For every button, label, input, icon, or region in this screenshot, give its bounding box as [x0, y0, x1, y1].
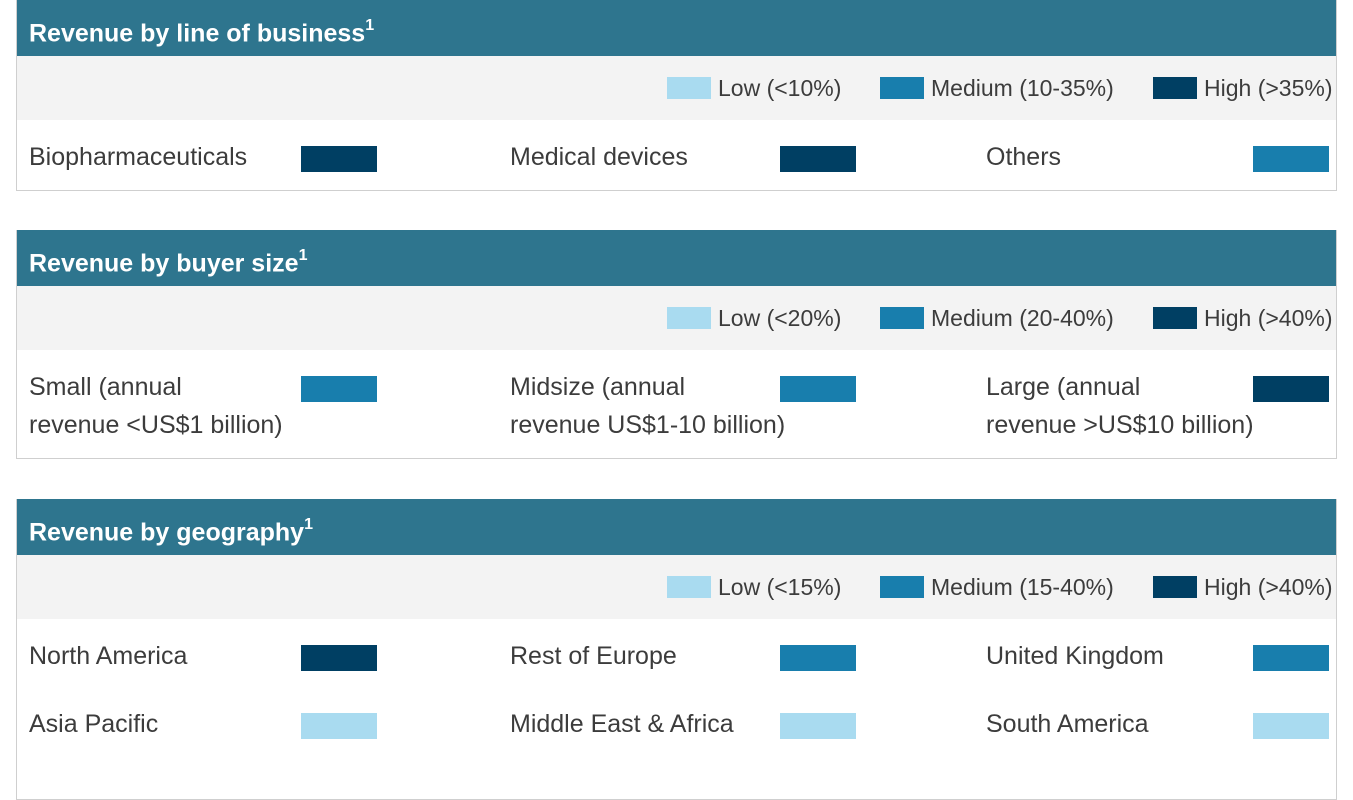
footnote-marker: 1	[304, 516, 313, 533]
level-indicator-high	[780, 146, 856, 172]
legend-item-medium: Medium (15-40%)	[880, 555, 1114, 619]
legend-item-low: Low (<15%)	[667, 555, 841, 619]
category-label: Middle East & Africa	[510, 710, 734, 738]
panel-title: Revenue by line of business1	[17, 0, 1336, 56]
panel-2: Revenue by geography1 Low (<15%) Medium (1…	[16, 499, 1337, 800]
legend-item-high: High (>40%)	[1153, 286, 1332, 350]
panel-content: Biopharmaceuticals Medical devices Others	[17, 120, 1336, 190]
category-label: revenue >US$10 billion)	[986, 411, 1254, 439]
category-label: revenue US$1-10 billion)	[510, 411, 786, 439]
panel-title: Revenue by geography1	[17, 499, 1336, 555]
panel-content: Small (annual revenue <US$1 billion) Midsi…	[17, 350, 1336, 458]
legend-swatch-low	[667, 576, 711, 598]
footnote-marker: 1	[298, 247, 308, 264]
panel-content: North America Rest of Europe United Kingdo…	[17, 619, 1336, 799]
legend-label-low: Low (<20%)	[718, 304, 842, 331]
legend-swatch-medium	[880, 77, 924, 99]
panel-title-text: Revenue by geography	[29, 518, 305, 547]
category-label: Large (annual	[986, 373, 1141, 401]
legend-label-low: Low (<10%)	[718, 74, 842, 101]
legend-label-high: High (>40%)	[1204, 573, 1333, 600]
category-label: Midsize (annual	[510, 373, 686, 401]
legend-swatch-high	[1153, 307, 1197, 329]
legend-item-low: Low (<10%)	[667, 56, 841, 120]
legend-label-medium: Medium (20-40%)	[931, 304, 1114, 331]
category-label: Others	[986, 143, 1062, 171]
legend-label-medium: Medium (10-35%)	[931, 74, 1114, 101]
legend-label-low: Low (<15%)	[718, 573, 842, 600]
legend-label-high: High (>40%)	[1204, 304, 1333, 331]
category-label: Rest of Europe	[510, 642, 677, 670]
legend-swatch-high	[1153, 77, 1197, 99]
category-label: Medical devices	[510, 143, 688, 171]
panel-1: Revenue by buyer size1 Low (<20%) Medium (…	[16, 230, 1337, 459]
legend-swatch-medium	[880, 307, 924, 329]
legend: Low (<10%) Medium (10-35%) High (>35%)	[17, 56, 1336, 120]
level-indicator-medium	[1253, 146, 1329, 172]
legend-item-medium: Medium (20-40%)	[880, 286, 1114, 350]
category-label: United Kingdom	[986, 642, 1164, 670]
legend-label-medium: Medium (15-40%)	[931, 573, 1114, 600]
category-label: revenue <US$1 billion)	[29, 411, 283, 439]
legend-item-high: High (>35%)	[1153, 56, 1332, 120]
level-indicator-high	[301, 645, 377, 671]
level-indicator-medium	[780, 376, 856, 402]
panel-0: Revenue by line of business1 Low (<10%) Me…	[16, 0, 1337, 191]
panel-title: Revenue by buyer size1	[17, 230, 1336, 286]
panel-title-text: Revenue by line of business	[29, 19, 366, 48]
legend-swatch-high	[1153, 576, 1197, 598]
level-indicator-medium	[780, 645, 856, 671]
legend-item-high: High (>40%)	[1153, 555, 1332, 619]
level-indicator-high	[1253, 376, 1329, 402]
legend-swatch-low	[667, 77, 711, 99]
level-indicator-medium	[1253, 645, 1329, 671]
legend-item-low: Low (<20%)	[667, 286, 841, 350]
panel-title-text: Revenue by buyer size	[29, 249, 299, 278]
legend: Low (<15%) Medium (15-40%) High (>40%)	[17, 555, 1336, 619]
category-label: South America	[986, 710, 1149, 738]
level-indicator-low	[1253, 713, 1329, 739]
category-label: North America	[29, 642, 188, 670]
legend: Low (<20%) Medium (20-40%) High (>40%)	[17, 286, 1336, 350]
level-indicator-high	[301, 146, 377, 172]
level-indicator-low	[301, 713, 377, 739]
footnote-marker: 1	[365, 17, 375, 34]
category-label: Small (annual	[29, 373, 182, 401]
level-indicator-low	[780, 713, 856, 739]
category-label: Biopharmaceuticals	[29, 143, 248, 171]
legend-swatch-low	[667, 307, 711, 329]
legend-swatch-medium	[880, 576, 924, 598]
level-indicator-medium	[301, 376, 377, 402]
legend-label-high: High (>35%)	[1204, 74, 1333, 101]
legend-item-medium: Medium (10-35%)	[880, 56, 1114, 120]
category-label: Asia Pacific	[29, 710, 159, 738]
